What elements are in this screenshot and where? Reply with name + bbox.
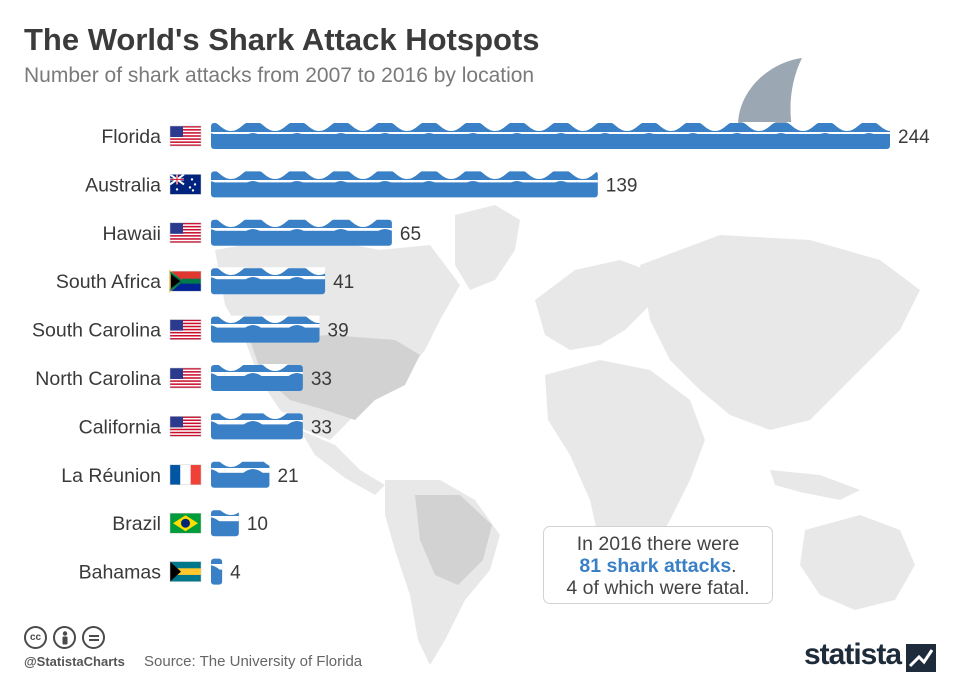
category-label: Brazil [112,513,161,535]
cc-icon[interactable]: cc [24,626,47,649]
value-label: 39 [328,321,349,342]
bar-row: Australia 139 [85,170,638,198]
category-label: North Carolina [35,368,161,390]
bar-wave-crest [211,557,223,570]
attribution-icon[interactable] [53,626,76,649]
value-label: 244 [898,127,930,148]
callout-highlight: 81 shark attacks [579,555,732,577]
category-label: South Africa [56,271,161,293]
category-label: South Carolina [32,320,161,342]
flag-us-icon [169,222,202,244]
bar-row: North Carolina 33 [35,364,332,391]
bar-wave-crest [211,509,239,522]
value-label: 4 [230,563,241,584]
no-derivatives-icon[interactable] [82,626,105,649]
category-label: Bahamas [79,562,162,584]
category-label: Australia [85,174,161,196]
flag-au-icon [169,173,202,195]
flag-za-icon [169,269,202,293]
value-label: 139 [606,175,638,196]
bar-wave-crest [211,267,326,280]
chart-title: The World's Shark Attack Hotspots [24,22,540,57]
category-label: Florida [101,126,161,148]
source-note: Source: The University of Florida [144,653,363,670]
flag-us-icon [169,319,202,340]
bar-wave-crest [211,412,303,425]
value-label: 33 [311,369,332,390]
statista-logo-mark-icon [906,644,936,672]
bar-row: La Réunion 21 [61,460,299,488]
shark-fin-icon [738,58,802,127]
flag-fr-icon [169,464,202,486]
value-label: 10 [247,514,268,535]
twitter-handle[interactable]: @StatistaCharts [24,654,125,669]
flag-us-icon [169,416,202,437]
bar-wave-crest [211,315,320,328]
value-label: 21 [277,466,298,487]
footer: cc @StatistaCharts Source: The Universit… [0,620,960,684]
value-label: 33 [311,417,332,438]
callout-line-1: In 2016 there were [576,533,740,555]
category-label: Hawaii [102,223,161,245]
bar-row: Brazil 10 [112,509,268,537]
flag-bs-icon [169,561,202,582]
flag-us-icon [169,125,202,147]
flag-us-icon [169,367,202,389]
value-label: 65 [400,224,421,245]
category-label: La Réunion [61,465,161,487]
bar-wave-crest [211,122,890,134]
bar-row: California 33 [79,412,332,440]
bar-wave-crest [211,170,598,183]
bar-wave-crest [211,218,392,231]
bar-wave-crest [211,364,303,376]
callout-period: . [731,555,737,577]
category-label: California [79,416,162,438]
flag-br-icon [169,512,202,534]
bar-row: South Africa 41 [56,267,354,295]
bar-row: South Carolina 39 [32,315,349,343]
bar-wave-crest [211,460,270,473]
statista-logo[interactable]: statista [804,638,902,671]
callout-line-3: 4 of which were fatal. [566,577,750,599]
value-label: 41 [333,272,354,293]
license-icons: cc [24,626,105,649]
bar-row: Hawaii 65 [102,218,421,246]
bar-row: Florida 244 [101,122,930,149]
callout-box: In 2016 there were 81 shark attacks. 4 o… [543,526,773,604]
bar-row: Bahamas 4 [79,557,241,585]
callout-line-2: 81 shark attacks. [544,555,772,577]
chart-subtitle: Number of shark attacks from 2007 to 201… [24,64,535,87]
